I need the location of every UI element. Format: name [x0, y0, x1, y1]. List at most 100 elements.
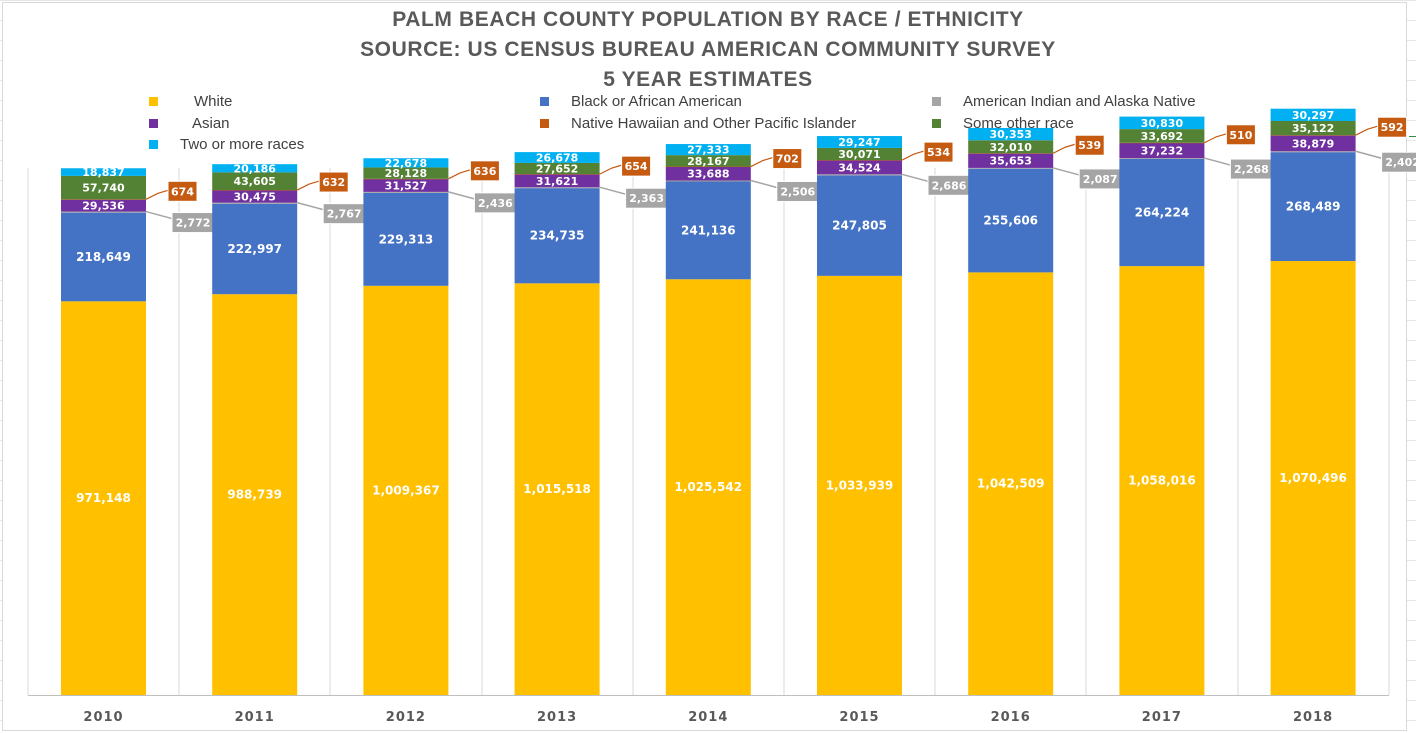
callout-label-american-indian: 2,087 [1083, 173, 1118, 186]
callout-box-native-hawaiian [1074, 134, 1105, 156]
bar-segment-asian [817, 160, 902, 175]
callout-label-american-indian: 2,268 [1234, 163, 1269, 176]
callout-box-american-indian [1381, 151, 1416, 173]
legend-swatch-icon [149, 96, 158, 106]
callout-leader-line [448, 191, 475, 200]
bar-segment-two-or-more-races [1270, 108, 1356, 121]
bar-segment-american-indian-and-alaska-native [1119, 158, 1205, 159]
bar-segment-asian [61, 199, 146, 212]
data-label-black-or-african-american: 222,997 [227, 242, 282, 256]
chart-title: PALM BEACH COUNTY POPULATION BY RACE / E… [0, 5, 1416, 95]
data-label-black-or-african-american: 268,489 [1286, 200, 1341, 214]
legend-label: American Indian and Alaska Native [963, 92, 1196, 110]
data-label-white: 1,042,509 [977, 477, 1045, 491]
bar-segment-american-indian-and-alaska-native [363, 191, 449, 193]
bar-segment-native-hawaiian-and-other-pacific-islander [665, 166, 751, 168]
legend-swatch-icon [932, 118, 941, 128]
callout-leader-line [750, 179, 777, 189]
data-label-asian: 33,688 [687, 168, 729, 181]
bar-segment-american-indian-and-alaska-native [514, 187, 600, 189]
callout-leader-line [145, 189, 169, 200]
bar-segment-asian [665, 166, 751, 181]
bar-segment-asian [212, 190, 298, 203]
data-label-black-or-african-american: 234,735 [530, 229, 585, 243]
bar-segment-black-or-african-american [212, 203, 298, 295]
callout-box-native-hawaiian [1225, 124, 1256, 146]
callout-label-american-indian: 2,686 [932, 179, 967, 192]
data-label-white: 1,015,518 [523, 482, 591, 496]
bar-segment-two-or-more-races [968, 127, 1054, 141]
bar-segment-native-hawaiian-and-other-pacific-islander [968, 153, 1054, 154]
callout-leader-line [901, 150, 925, 161]
data-label-two-or-more-races: 22,678 [385, 157, 427, 170]
data-label-asian: 38,879 [1292, 137, 1334, 150]
bar-segment-white [363, 285, 449, 695]
data-label-white: 1,033,939 [826, 478, 894, 492]
data-label-asian: 37,232 [1141, 145, 1183, 158]
bar-segment-native-hawaiian-and-other-pacific-islander [1119, 142, 1205, 144]
data-label-asian: 31,527 [385, 179, 427, 192]
bar-segment-white [1119, 266, 1205, 695]
data-label-two-or-more-races: 30,353 [989, 128, 1031, 141]
callout-box-native-hawaiian [621, 155, 652, 177]
callout-label-native-hawaiian: 539 [1078, 139, 1101, 152]
bar-segment-two-or-more-races [1119, 116, 1205, 130]
data-label-some-other-race: 57,740 [82, 182, 125, 195]
bar-segment-two-or-more-races [817, 136, 902, 148]
bar-segment-native-hawaiian-and-other-pacific-islander [61, 199, 146, 200]
callout-leader-line [1204, 157, 1231, 166]
legend-swatch-icon [149, 118, 158, 128]
bar-segment-american-indian-and-alaska-native [61, 211, 146, 213]
legend-item-black: Black or African American [540, 91, 742, 111]
data-label-two-or-more-races: 30,297 [1292, 109, 1334, 122]
legend-label: Two or more races [180, 135, 305, 153]
x-tick-label: 2010 [83, 710, 123, 725]
data-label-some-other-race: 30,071 [838, 148, 880, 161]
data-label-asian: 31,621 [536, 175, 578, 188]
bar-segment-native-hawaiian-and-other-pacific-islander [817, 160, 902, 161]
bar-segment-black-or-african-american [1119, 158, 1205, 267]
data-label-white: 1,009,367 [372, 483, 440, 497]
callout-label-native-hawaiian: 702 [776, 153, 799, 166]
legend-swatch-icon [540, 96, 549, 106]
data-label-some-other-race: 32,010 [989, 141, 1032, 154]
callout-leader-line [901, 173, 929, 183]
bar-segment-some-other-race [514, 162, 600, 175]
bar-segment-two-or-more-races [363, 158, 449, 168]
callout-box-native-hawaiian [318, 171, 349, 193]
data-label-white: 988,739 [227, 488, 282, 502]
bar-segment-native-hawaiian-and-other-pacific-islander [1270, 135, 1356, 136]
callout-leader-line [750, 156, 773, 168]
legend-label: Black or African American [571, 92, 742, 110]
callout-label-native-hawaiian: 636 [473, 165, 496, 178]
callout-leader-line [1052, 143, 1076, 154]
data-label-white: 971,148 [76, 491, 131, 505]
data-label-white: 1,070,496 [1279, 471, 1347, 485]
data-label-black-or-african-american: 264,224 [1135, 206, 1190, 220]
x-tick-label: 2011 [235, 710, 275, 725]
data-label-black-or-african-american: 255,606 [983, 214, 1038, 228]
bar-segment-black-or-african-american [817, 175, 902, 276]
bar-segment-some-other-race [212, 172, 298, 191]
callout-label-american-indian: 2,402 [1385, 156, 1416, 169]
data-label-two-or-more-races: 29,247 [838, 136, 880, 149]
bar-segment-black-or-african-american [61, 212, 146, 302]
bar-segment-black-or-african-american [968, 168, 1054, 273]
legend-swatch-icon [149, 139, 158, 149]
bar-segment-black-or-african-american [514, 188, 600, 284]
callout-leader-line [1355, 125, 1378, 136]
callout-box-native-hawaiian [772, 148, 803, 170]
bar-segment-native-hawaiian-and-other-pacific-islander [514, 174, 600, 175]
callout-leader-line [1355, 150, 1382, 159]
x-tick-label: 2018 [1293, 710, 1333, 725]
bar-segment-some-other-race [1270, 120, 1356, 136]
bar-segment-white [968, 272, 1054, 695]
bar-segment-white [665, 279, 751, 695]
callout-leader-line [1053, 167, 1080, 176]
legend-swatch-icon [932, 96, 941, 106]
callout-label-american-indian: 2,772 [176, 217, 211, 230]
callout-leader-line [145, 210, 173, 220]
legend-label: Some other race [963, 114, 1074, 132]
callout-label-american-indian: 2,506 [780, 185, 815, 198]
